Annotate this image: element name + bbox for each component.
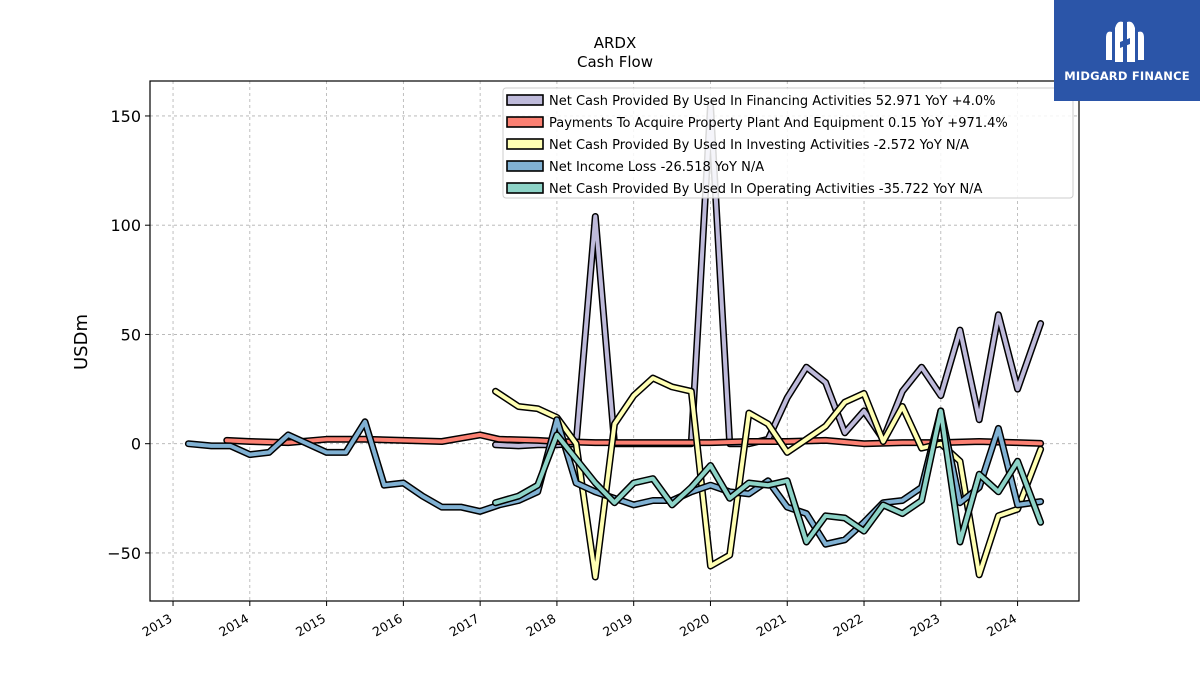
x-tick-label: 2023 <box>907 611 942 640</box>
x-tick-label: 2022 <box>830 611 865 640</box>
plot-frame <box>149 80 1080 602</box>
legend-label-2: Net Cash Provided By Used In Investing A… <box>549 138 969 153</box>
legend-swatch-1 <box>506 116 544 128</box>
y-tick-label: 0 <box>131 435 141 454</box>
legend-label-3: Net Income Loss -26.518 YoY N/A <box>549 160 764 175</box>
midgard-logo-icon <box>1106 21 1144 63</box>
legend-label-0: Net Cash Provided By Used In Financing A… <box>549 94 996 109</box>
x-tick-label: 2017 <box>447 611 482 640</box>
x-tick-label: 2016 <box>370 611 405 640</box>
y-tick-label: 100 <box>110 216 141 235</box>
legend-swatch-2 <box>506 138 544 150</box>
brand-name: MIDGARD FINANCE <box>1064 69 1190 83</box>
legend-label-4: Net Cash Provided By Used In Operating A… <box>549 182 983 197</box>
series-lines <box>184 101 1045 581</box>
x-tick-label: 2020 <box>677 611 712 640</box>
x-tick-label: 2021 <box>754 611 789 640</box>
legend-box <box>502 87 1074 199</box>
x-tick-label: 2024 <box>984 611 1019 640</box>
x-tick-label: 2014 <box>216 611 251 640</box>
y-tick-label: 50 <box>121 325 141 344</box>
brand-logo: MIDGARD FINANCE <box>1054 0 1200 101</box>
x-tick-label: 2019 <box>600 611 635 640</box>
chart-subtitle: Cash Flow <box>577 53 653 71</box>
y-tick-label: 150 <box>110 107 141 126</box>
x-tick-label: 2018 <box>523 611 558 640</box>
chart-title: ARDX <box>594 34 637 52</box>
x-tick-label: 2013 <box>139 611 174 640</box>
legend-swatch-3 <box>506 160 544 172</box>
x-tick-label: 2015 <box>293 611 328 640</box>
y-axis-label: USDm <box>71 314 92 370</box>
series-line-4 <box>493 408 1043 544</box>
legend-swatch-4 <box>506 182 544 194</box>
legend: Net Cash Provided By Used In Financing A… <box>502 87 1074 199</box>
y-tick-label: −50 <box>107 544 141 563</box>
legend-swatch-0 <box>506 94 544 106</box>
legend-label-1: Payments To Acquire Property Plant And E… <box>549 116 1008 131</box>
